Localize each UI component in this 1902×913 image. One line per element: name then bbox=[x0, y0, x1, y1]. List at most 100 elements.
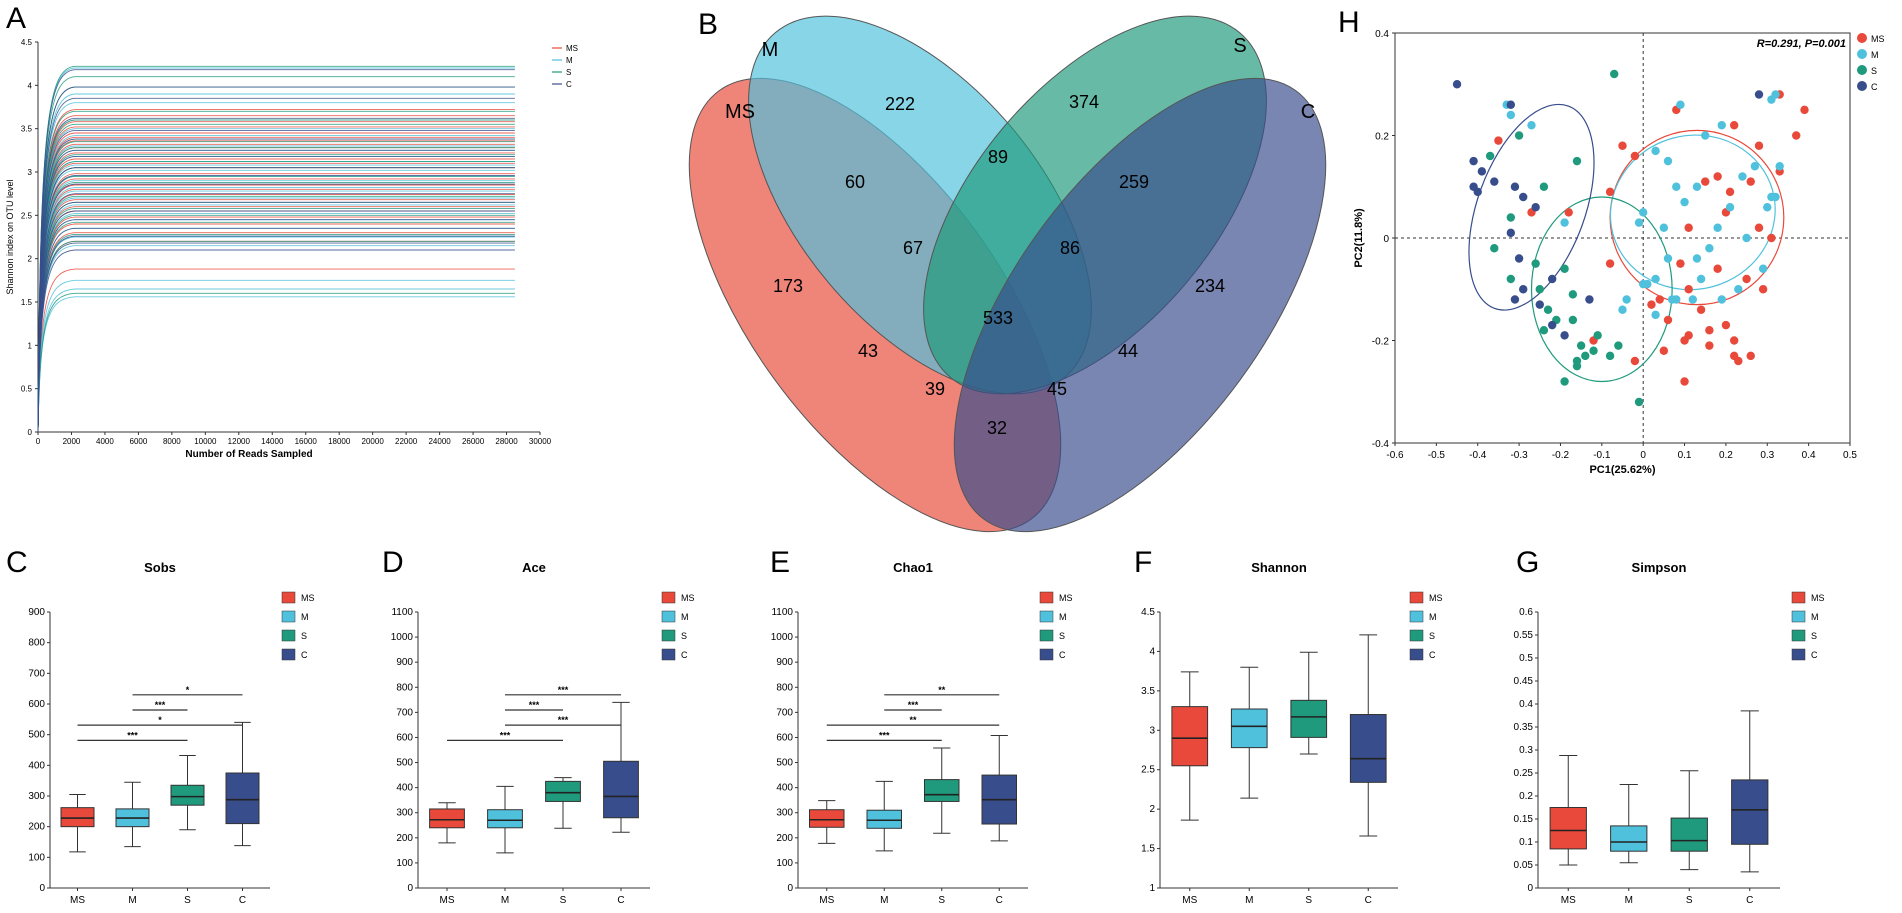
legend-label-m: M bbox=[681, 612, 689, 622]
scatter-point-m bbox=[1738, 172, 1747, 181]
scatter-point-m bbox=[1767, 95, 1776, 104]
x-tick-label: 30000 bbox=[529, 437, 552, 446]
scatter-point-ms bbox=[1680, 377, 1689, 386]
rarefaction-line-ms bbox=[37, 162, 515, 433]
scatter-point-s bbox=[1560, 264, 1569, 273]
legend-swatch-s bbox=[661, 629, 676, 642]
y-tick-label: 600 bbox=[28, 699, 45, 710]
scatter-point-c bbox=[1469, 156, 1478, 166]
rarefaction-line-ms bbox=[37, 147, 515, 433]
x-tick-label: 4000 bbox=[96, 437, 114, 446]
scatter-point-s bbox=[1605, 351, 1615, 361]
x-tick-label: 28000 bbox=[495, 437, 518, 446]
y-tick-label: -0.4 bbox=[1372, 439, 1390, 450]
panel-letter-a: A bbox=[6, 2, 26, 35]
legend-swatch-c bbox=[661, 648, 676, 661]
y-tick-label: 500 bbox=[396, 758, 413, 769]
rarefaction-line-m bbox=[37, 175, 515, 433]
x-tick-label: MS bbox=[1561, 895, 1576, 906]
chart-title: Sobs bbox=[144, 560, 176, 575]
scatter-point-s bbox=[1610, 69, 1619, 79]
y-tick-label: 900 bbox=[396, 657, 413, 668]
y-tick-label: 500 bbox=[776, 758, 793, 769]
y-tick-label: 0.4 bbox=[1375, 29, 1389, 40]
legend-swatch-c bbox=[1039, 648, 1054, 661]
rarefaction-line-m bbox=[37, 190, 515, 433]
y-tick-label: 200 bbox=[396, 833, 413, 844]
scatter-point-c bbox=[1477, 167, 1487, 176]
venn-count-ms-m-c: 45 bbox=[1047, 379, 1067, 399]
y-tick-label: 3.5 bbox=[1141, 686, 1155, 697]
y-tick-label: 2 bbox=[1149, 804, 1155, 815]
venn-set-label-s: S bbox=[1233, 35, 1246, 57]
x-tick-label: M bbox=[128, 895, 136, 906]
x-tick-label: M bbox=[880, 895, 888, 906]
y-tick-label: 4.5 bbox=[1141, 607, 1155, 618]
panel-letter-g: G bbox=[1516, 546, 1539, 579]
x-tick-label: MS bbox=[440, 895, 455, 906]
legend-label-ms: MS bbox=[566, 44, 578, 53]
panel-letter-h: H bbox=[1338, 6, 1360, 39]
scatter-point-ms bbox=[1705, 341, 1714, 350]
scatter-point-ms bbox=[1705, 326, 1714, 335]
x-tick-label: -0.3 bbox=[1510, 450, 1528, 461]
scatter-point-s bbox=[1531, 259, 1540, 268]
venn-count-m-c: 44 bbox=[1118, 341, 1138, 361]
scatter-point-m bbox=[1527, 121, 1536, 130]
scatter-point-c bbox=[1473, 187, 1482, 197]
scatter-point-ms bbox=[1676, 259, 1685, 268]
confidence-ellipse-c bbox=[1468, 103, 1595, 311]
y-tick-label: 0.2 bbox=[1375, 132, 1389, 143]
chart-title: Chao1 bbox=[893, 560, 933, 575]
rarefaction-line-ms bbox=[37, 173, 515, 433]
y-tick-label: 0.5 bbox=[21, 385, 33, 394]
y-tick-label: 700 bbox=[396, 707, 413, 718]
x-tick-label: 0.1 bbox=[1678, 450, 1692, 461]
scatter-point-ms bbox=[1754, 223, 1764, 232]
legend-label-s: S bbox=[1811, 631, 1817, 641]
x-axis-title: PC1(25.62%) bbox=[1589, 464, 1655, 476]
scatter-point-s bbox=[1543, 305, 1553, 314]
rarefaction-line-m bbox=[37, 236, 515, 433]
scatter-point-ms bbox=[1494, 136, 1503, 145]
box-ms bbox=[1549, 807, 1587, 850]
y-tick-label: 300 bbox=[776, 808, 793, 819]
rarefaction-line-c bbox=[37, 242, 515, 433]
x-tick-label: C bbox=[1365, 895, 1372, 906]
x-tick-label: 12000 bbox=[228, 437, 251, 446]
significance-label: ** bbox=[938, 685, 946, 695]
rarefaction-line-s bbox=[37, 221, 515, 433]
y-tick-label: 700 bbox=[776, 707, 793, 718]
y-tick-label: 600 bbox=[396, 732, 413, 743]
x-tick-label: C bbox=[996, 895, 1003, 906]
scatter-point-m bbox=[1672, 295, 1681, 304]
scatter-point-m bbox=[1692, 182, 1702, 191]
legend-swatch-ms bbox=[281, 591, 296, 604]
scatter-point-c bbox=[1547, 274, 1557, 284]
x-tick-label: -0.5 bbox=[1428, 450, 1446, 461]
y-tick-label: 500 bbox=[28, 730, 45, 741]
legend-label-s: S bbox=[681, 631, 687, 641]
scatter-point-c bbox=[1452, 80, 1462, 89]
chart-title: Shannon bbox=[1251, 560, 1307, 575]
rarefaction-line-ms bbox=[37, 210, 515, 433]
scatter-point-m bbox=[1717, 121, 1726, 130]
scatter-point-ms bbox=[1684, 285, 1693, 294]
rarefaction-line-s bbox=[37, 233, 515, 433]
box-m bbox=[866, 809, 902, 829]
x-tick-label: MS bbox=[819, 895, 834, 906]
rarefaction-line-ms bbox=[37, 206, 515, 433]
x-tick-label: C bbox=[1746, 895, 1753, 906]
y-tick-label: 900 bbox=[28, 607, 45, 618]
rarefaction-line-ms bbox=[37, 126, 515, 433]
scatter-point-ms bbox=[1701, 177, 1710, 186]
y-tick-label: 1000 bbox=[771, 632, 794, 643]
venn-count-s: 374 bbox=[1069, 92, 1099, 112]
scatter-point-s bbox=[1535, 285, 1544, 294]
rarefaction-curve-panel: 0 0.5 1 1.5 2 2.5 3 3.5 4 4.5 0 2000 4000 6000 8000 100… bbox=[5, 38, 578, 460]
rarefaction-line-m bbox=[37, 135, 515, 433]
legend-label-s: S bbox=[1429, 631, 1435, 641]
x-tick-label: S bbox=[1305, 895, 1312, 906]
x-tick-label: C bbox=[617, 895, 624, 906]
